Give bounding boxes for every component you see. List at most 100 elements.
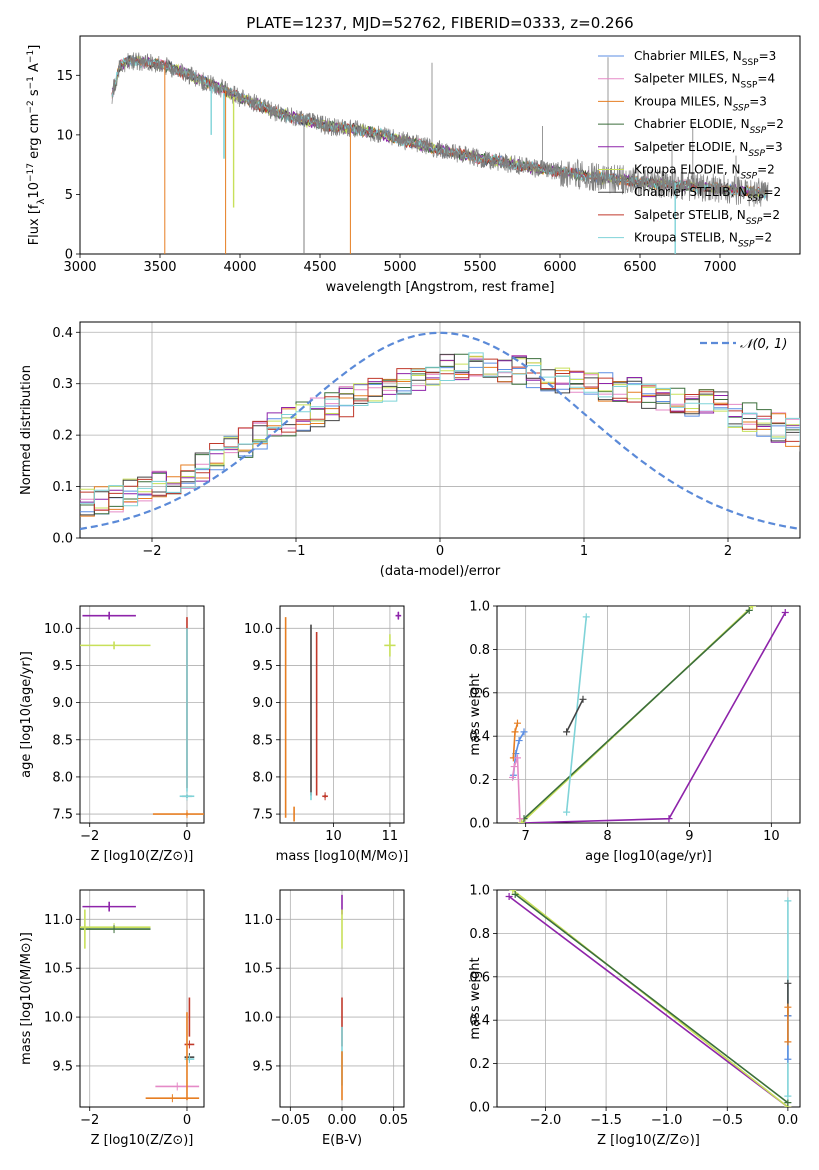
legend-subscript: SSP	[742, 58, 759, 68]
y-axis-label-part: Flux [f	[27, 204, 42, 245]
x-tick-label: 0.00	[328, 1113, 357, 1128]
spectrum-axes: 3000 3500 4000 4500 5000 5500 6000 6500 7000 0 5 10…	[56, 35, 801, 295]
legend-subscript: SSP	[741, 81, 758, 91]
age-vs-mass-frame	[279, 605, 405, 824]
age-vs-mass-plot	[284, 611, 402, 822]
y-tick-label: 0.0	[469, 1101, 490, 1116]
mass-vs-z-plot	[80, 901, 200, 1103]
legend-nssp: =4	[757, 72, 775, 86]
y-tick-label: 9.0	[252, 696, 273, 711]
x-tick-label: 10	[763, 829, 780, 844]
x-tick-label: 4500	[303, 260, 336, 275]
x-tick-label: 6000	[543, 260, 576, 275]
y-tick-label: 1.0	[469, 600, 490, 615]
y-tick-label: 8.5	[252, 733, 273, 748]
y-axis-label: Flux [fλ10−17 erg cm−2 s−1 A−1]	[26, 45, 47, 246]
y-tick-label: 9.5	[252, 659, 273, 674]
y-axis-label: Normed distribution	[19, 365, 34, 495]
weight-marker	[784, 897, 792, 905]
y-tick-label: 0.4	[52, 326, 73, 341]
y-tick-label: 9.5	[252, 1059, 273, 1074]
legend-series-name: Chabrier ELODIE, N	[634, 117, 750, 131]
histogram-step	[80, 355, 800, 503]
y-tick-label: 0.4	[469, 1014, 490, 1029]
x-tick-label: 3000	[63, 260, 96, 275]
legend-entry: 𝒩(0, 1)	[740, 337, 787, 352]
legend-subscript: SSP	[748, 149, 765, 159]
y-tick-label: 0.6	[469, 970, 490, 985]
y-tick-label: 0.2	[469, 1057, 490, 1072]
weight-marker	[516, 815, 524, 823]
histogram-step	[80, 356, 800, 517]
y-axis-label-part: ]	[27, 45, 42, 50]
x-tick-label: 5000	[383, 260, 416, 275]
weight-marker	[784, 1055, 792, 1063]
y-tick-label: 10.0	[244, 622, 273, 637]
weight-marker	[784, 1003, 792, 1011]
age-vs-z-frame	[79, 605, 205, 824]
residuals-plot	[80, 331, 800, 531]
x-tick-label: 0	[183, 1113, 191, 1128]
x-tick-label: 9	[685, 829, 693, 844]
y-tick-label: 11.0	[244, 913, 273, 928]
mass-vs-ebv-axes: −0.05 0.00 0.05 9.5 10.0 10.5 11.0 E(B-V)	[244, 889, 408, 1148]
weight-marker	[509, 773, 517, 781]
x-tick-label: 0	[183, 829, 191, 844]
y-tick-label: 1.0	[469, 884, 490, 899]
weight-marker	[520, 728, 528, 736]
legend-subscript: SSP	[741, 172, 758, 182]
weight-marker	[509, 890, 517, 894]
weight-marker	[563, 728, 571, 736]
x-tick-label: 11	[382, 829, 399, 844]
y-axis-label-part: −2	[26, 100, 36, 113]
legend-entry: Salpeter ELODIE, NSSP=3	[634, 140, 783, 159]
weight-line	[511, 757, 521, 819]
spectrum-plot	[111, 52, 769, 254]
normal-curve	[80, 331, 798, 531]
legend-series-name: Kroupa MILES, N	[634, 94, 733, 108]
legend-nssp: =2	[764, 185, 782, 199]
y-tick-label: 10.0	[44, 622, 73, 637]
histogram-step	[80, 352, 800, 507]
x-axis-label: wavelength [Angstrom, rest frame]	[326, 280, 555, 295]
mass-vs-ebv-frame	[279, 889, 405, 1108]
x-tick-label: −2	[80, 829, 99, 844]
x-tick-label: 4000	[223, 260, 256, 275]
y-tick-label: 0.0	[469, 817, 490, 832]
weight-marker	[505, 893, 513, 901]
weight-line	[508, 895, 789, 1107]
x-axis-label: Z [log10(Z/Z⊙)]	[91, 849, 194, 864]
legend-nssp: =3	[749, 94, 767, 108]
y-tick-label: 0.8	[469, 643, 490, 658]
weight-line	[521, 612, 786, 823]
y-tick-label: 15	[56, 69, 73, 84]
y-tick-label: 0	[65, 248, 73, 263]
y-tick-label: 0.3	[52, 377, 73, 392]
y-tick-label: 7.5	[252, 808, 273, 823]
legend-series-name: Salpeter MILES, N	[634, 72, 741, 86]
y-axis-label-part: −1	[26, 50, 36, 63]
legend-nssp: =3	[765, 140, 783, 154]
legend-entry: Kroupa STELIB, NSSP=2	[634, 231, 772, 250]
weight-marker	[513, 719, 521, 727]
weight-vs-age-axes: 7 8 9 10 0.0 0.2 0.4 0.6 0.8 1.0 age [log10(age/yr…	[468, 600, 801, 864]
weight-line	[514, 893, 789, 1104]
x-tick-label: −2.0	[530, 1113, 562, 1128]
weight-line	[565, 616, 588, 813]
x-axis-label: mass [log10(M/M⊙)]	[276, 849, 409, 864]
legend-nssp: =2	[754, 231, 772, 245]
weight-marker	[579, 695, 587, 703]
x-tick-label: 10	[325, 829, 342, 844]
residuals-axes: −2 −1 0 1 2 0.0 0.1 0.2 0.3 0.4 (data-model)/error…	[19, 321, 801, 579]
legend-subscript: SSP	[747, 194, 764, 204]
x-axis-label: E(B-V)	[322, 1133, 362, 1148]
x-tick-label: 0.0	[778, 1113, 799, 1128]
x-tick-label: −1.5	[590, 1113, 622, 1128]
histogram-step	[80, 362, 800, 515]
weight-marker	[784, 1099, 792, 1107]
weight-marker	[511, 890, 519, 898]
weight-vs-z-plot	[505, 890, 792, 1107]
residual-legend: 𝒩(0, 1)	[700, 337, 787, 352]
y-tick-label: 10.0	[244, 1011, 273, 1026]
